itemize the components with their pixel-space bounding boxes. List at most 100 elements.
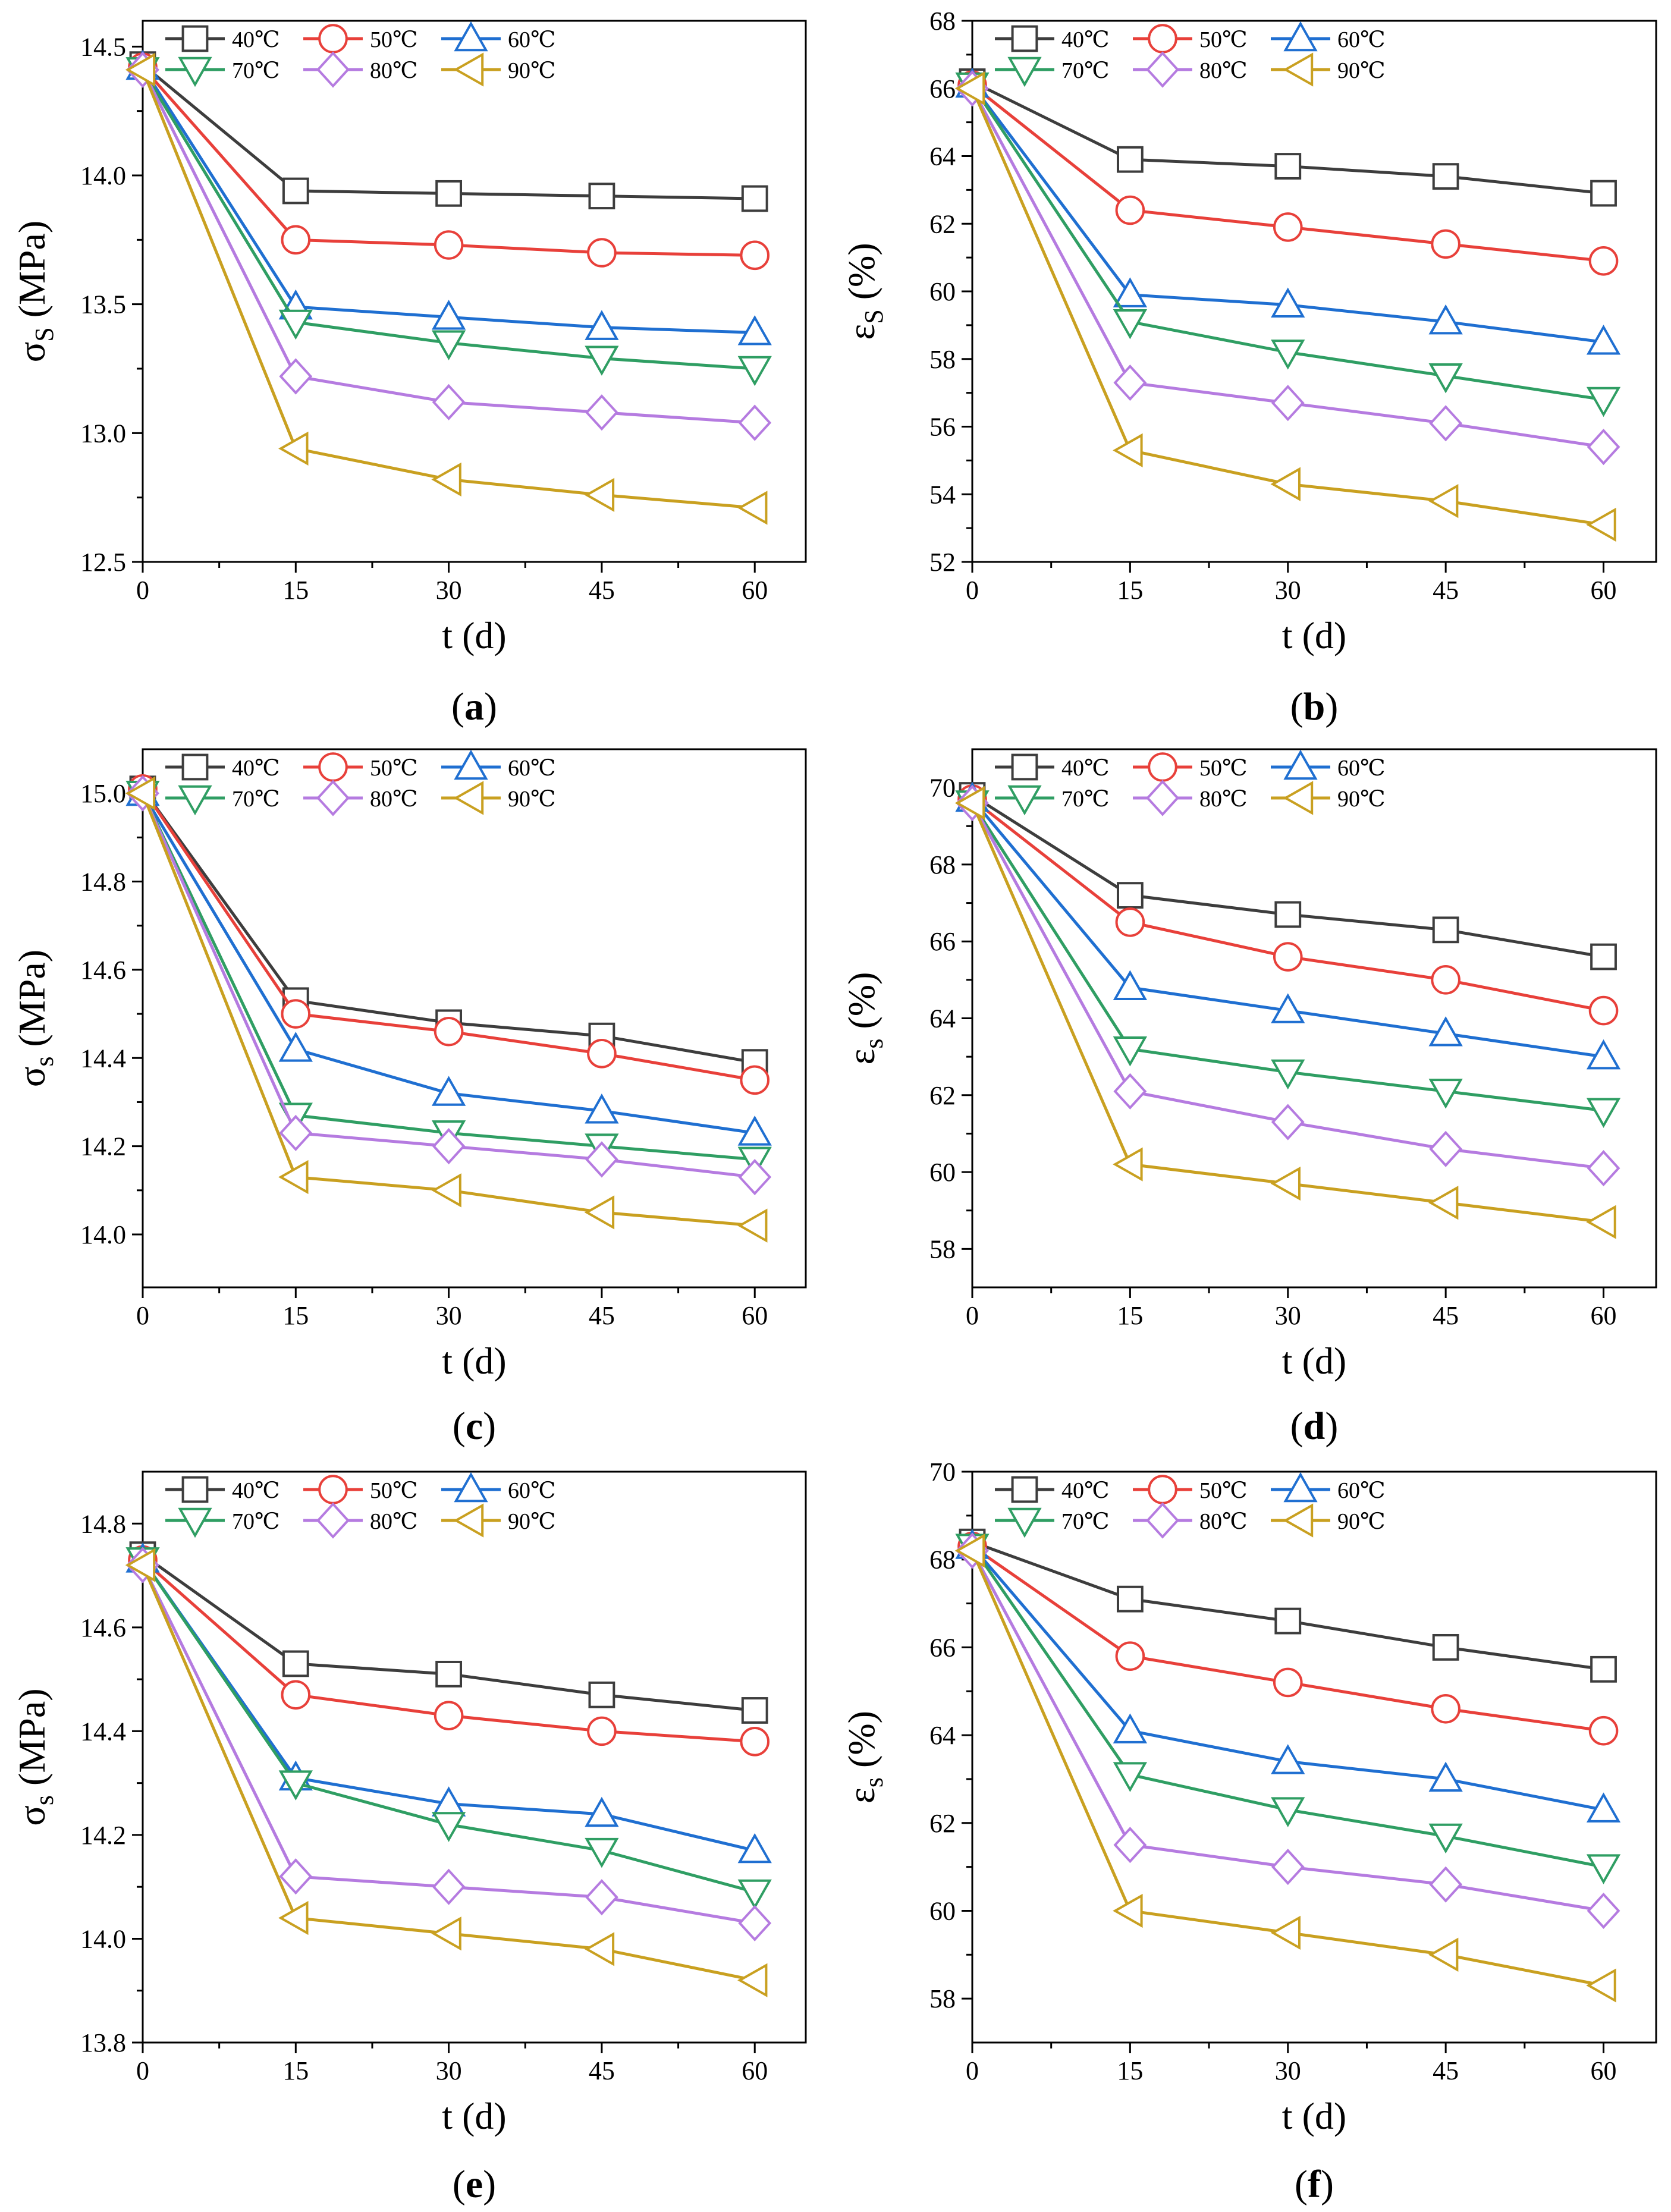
- y-tick-label: 15.0: [80, 779, 126, 808]
- data-point: [1586, 1205, 1616, 1239]
- series-1: [959, 782, 1617, 970]
- y-tick-label: 66: [929, 1633, 956, 1662]
- legend-entry-3: 60℃: [441, 1472, 556, 1503]
- data-point: [1113, 1073, 1147, 1110]
- caption-close-paren: ): [1321, 2163, 1334, 2206]
- legend-marker: [318, 24, 348, 54]
- legend-label: 70℃: [1061, 787, 1110, 812]
- data-point: [1587, 1150, 1620, 1187]
- data-point: [1113, 277, 1148, 307]
- legend: 40℃ 50℃ 60℃ 70℃ 80℃ 90℃: [995, 749, 1386, 816]
- legend-label: 50℃: [1199, 756, 1248, 781]
- y-tick-label: 64: [929, 1004, 956, 1033]
- data-point: [1590, 943, 1617, 970]
- legend-label: 90℃: [508, 58, 556, 83]
- y-axis-label: σs (MPa): [11, 1688, 59, 1825]
- legend-entry-1: 40℃: [165, 753, 280, 781]
- series-2: [128, 774, 770, 1095]
- legend-marker: [178, 1507, 212, 1538]
- legend-marker: [1283, 749, 1318, 780]
- y-tick-label: 13.5: [80, 290, 126, 319]
- x-tick-label: 60: [1591, 2056, 1617, 2085]
- x-tick-label: 0: [966, 1301, 979, 1330]
- legend-label: 60℃: [508, 27, 556, 52]
- legend-marker: [1011, 753, 1038, 781]
- legend-label: 70℃: [1061, 1509, 1110, 1534]
- panel-caption: (b): [1290, 685, 1339, 728]
- data-point: [737, 356, 772, 387]
- plot-frame: [142, 748, 807, 1289]
- legend-entry-5: 80℃: [303, 1502, 418, 1539]
- legend-entry-6: 90℃: [1271, 781, 1386, 815]
- legend-marker: [453, 1503, 484, 1538]
- data-point: [1429, 405, 1463, 442]
- x-tick-label: 60: [742, 1301, 768, 1330]
- x-tick-label: 45: [1433, 576, 1459, 605]
- data-point: [1428, 1016, 1463, 1047]
- data-point: [584, 477, 615, 512]
- data-point: [1428, 1079, 1463, 1109]
- data-point: [1116, 882, 1144, 909]
- legend-label: 70℃: [1061, 58, 1110, 83]
- data-point: [738, 1158, 772, 1196]
- y-axis-label-subscript: s: [859, 1038, 888, 1048]
- data-point: [282, 1650, 309, 1677]
- data-point: [1115, 907, 1145, 937]
- data-point: [587, 1716, 617, 1746]
- caption-close-paren: ): [483, 2163, 496, 2206]
- legend-label: 40℃: [232, 27, 280, 52]
- data-point: [1271, 1849, 1305, 1886]
- data-point: [1116, 1585, 1144, 1613]
- legend: 40℃ 50℃ 60℃ 70℃ 80℃ 90℃: [165, 21, 556, 88]
- legend-label: 90℃: [508, 787, 556, 812]
- y-axis-label-unit: (MPa): [11, 1688, 53, 1795]
- y-tick-label: 58: [929, 1234, 956, 1264]
- legend-label: 40℃: [232, 1478, 280, 1503]
- data-point: [279, 358, 313, 395]
- series-6: [954, 1534, 1616, 2003]
- series-6: [125, 776, 768, 1243]
- legend-marker: [1148, 1475, 1177, 1504]
- caption-open-paren: (: [1290, 685, 1303, 728]
- data-point: [1432, 916, 1459, 944]
- data-point: [279, 1114, 313, 1151]
- legend-label: 40℃: [1061, 27, 1110, 52]
- legend: 40℃ 50℃ 60℃ 70℃ 80℃ 90℃: [165, 749, 556, 816]
- legend-label: 50℃: [370, 27, 418, 52]
- y-tick-label: 14.0: [80, 1220, 126, 1249]
- x-tick-label: 0: [136, 2056, 149, 2085]
- legend-entry-4: 70℃: [995, 56, 1110, 87]
- y-axis-label-unit: (%): [840, 972, 882, 1039]
- legend-marker: [454, 1472, 488, 1503]
- y-tick-label: 54: [929, 480, 956, 509]
- y-tick-label: 14.8: [80, 868, 126, 897]
- legend-label: 40℃: [1061, 1478, 1110, 1503]
- x-tick-label: 15: [1117, 2056, 1143, 2085]
- data-point: [434, 230, 464, 260]
- y-axis-label-unit: (%): [840, 243, 882, 309]
- data-point: [1590, 1655, 1617, 1683]
- legend-entry-5: 80℃: [303, 780, 418, 816]
- legend-marker: [1007, 1507, 1042, 1538]
- y-axis-label-symbol: ε: [840, 1787, 882, 1803]
- series-5: [126, 1547, 772, 1941]
- panel-caption: (f): [1295, 2163, 1334, 2206]
- legend-entry-2: 50℃: [303, 24, 418, 54]
- data-point: [278, 309, 313, 340]
- series-4: [125, 1547, 772, 1910]
- x-tick-label: 30: [1275, 2056, 1301, 2085]
- legend-label: 40℃: [1061, 756, 1110, 781]
- series-line: [142, 63, 755, 200]
- legend-marker: [181, 1476, 209, 1503]
- x-tick-label: 45: [589, 576, 615, 605]
- y-axis-label-symbol: σ: [11, 342, 53, 363]
- legend-entry-4: 70℃: [165, 785, 280, 816]
- x-tick-label: 30: [436, 2056, 462, 2085]
- legend-marker: [453, 52, 484, 87]
- data-point: [1586, 325, 1621, 355]
- x-tick-label: 0: [966, 576, 979, 605]
- legend-marker: [316, 1502, 350, 1539]
- legend-marker: [1146, 780, 1179, 816]
- data-point: [585, 394, 618, 431]
- data-point: [1431, 965, 1460, 995]
